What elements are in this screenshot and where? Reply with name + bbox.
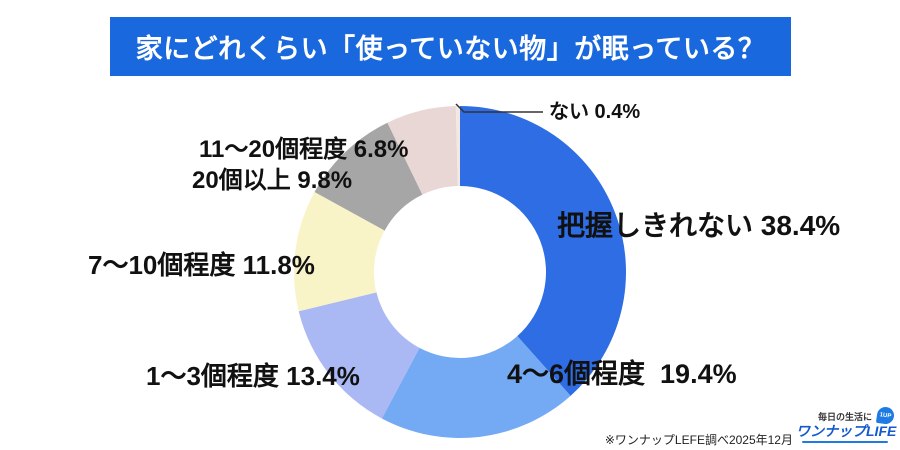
slice-label-7-to-10: 7〜10個程度 11.8%: [88, 250, 315, 280]
donut-slice-4: [314, 122, 423, 231]
slice-label-4-to-6: 4〜6個程度 19.4%: [507, 359, 737, 389]
site-logo: 1UP 毎日の生活に ワンナップLIFE: [796, 405, 897, 443]
1up-badge-text: 1UP: [879, 411, 892, 420]
slice-label-unknown: 把握しきれない 38.4%: [557, 210, 841, 241]
donut-slice-1: [381, 336, 571, 438]
chart-title-banner: 家にどれくらい「使っていない物」が眠っている？: [110, 17, 791, 76]
donut-slices: [294, 106, 626, 438]
logo-underline: [802, 440, 888, 443]
slice-label-1-to-3: 1〜3個程度 13.4%: [146, 361, 360, 391]
slice-label-11-to-20: 11〜20個程度 6.8%: [199, 136, 409, 163]
donut-slice-2: [298, 292, 420, 419]
source-note: ※ワンナップLEFE調べ2025年12月: [604, 433, 793, 447]
donut-slice-0: [460, 106, 626, 396]
nai-callout-line: [455, 103, 543, 113]
logo-brand-text: ワンナップLIFE: [796, 422, 897, 439]
slice-label-none: ない 0.4%: [549, 101, 641, 123]
donut-slice-5: [387, 106, 458, 195]
donut-slice-6: [455, 106, 460, 187]
slice-label-20-plus: 20個以上 9.8%: [192, 167, 353, 194]
donut-slice-3: [294, 192, 385, 312]
page-title: 家にどれくらい「使っていない物」が眠っている？: [135, 34, 766, 64]
logo-tagline: 毎日の生活に: [817, 412, 872, 422]
